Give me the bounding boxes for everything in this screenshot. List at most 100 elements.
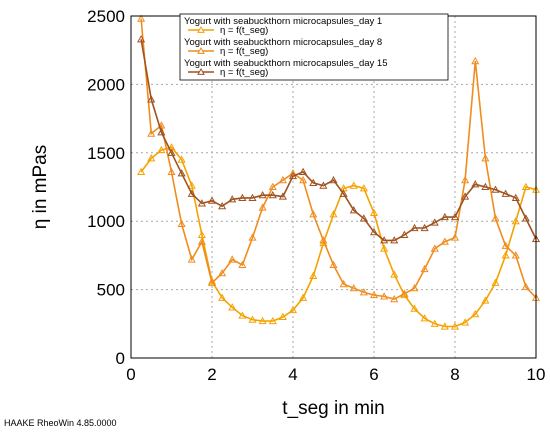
data-point	[218, 293, 227, 301]
data-point	[187, 189, 196, 197]
data-point	[167, 167, 176, 176]
data-point	[299, 175, 308, 184]
data-point	[390, 270, 399, 278]
data-point	[400, 289, 409, 297]
data-point	[471, 56, 480, 65]
data-point	[177, 155, 186, 163]
data-point	[197, 237, 206, 245]
data-point	[177, 219, 186, 227]
data-point	[471, 309, 480, 318]
data-point	[258, 316, 267, 325]
series-2	[137, 14, 541, 303]
legend: Yogurt with seabuckthorn microcapsules_d…	[179, 13, 449, 81]
data-point	[137, 14, 146, 22]
data-point	[177, 169, 186, 177]
data-point	[491, 214, 500, 222]
legend-series-name: Yogurt with seabuckthorn microcapsules_d…	[184, 16, 382, 27]
data-point	[471, 180, 480, 188]
data-point	[359, 214, 368, 222]
data-point	[278, 312, 287, 321]
data-point	[268, 182, 277, 191]
data-point	[319, 236, 328, 244]
legend-series-name: Yogurt with seabuckthorn microcapsules_d…	[184, 37, 382, 48]
data-point	[309, 210, 318, 218]
data-point	[420, 264, 429, 273]
data-point	[390, 294, 399, 303]
data-point	[157, 128, 166, 136]
data-point	[461, 192, 470, 200]
data-point	[329, 260, 338, 269]
x-tick-label: 2	[207, 365, 216, 384]
y-tick-label: 1000	[87, 212, 125, 231]
data-point	[501, 241, 510, 249]
data-point	[268, 190, 277, 199]
data-point	[248, 233, 257, 241]
y-tick-label: 2500	[87, 7, 125, 26]
data-point	[197, 199, 206, 207]
data-point	[369, 208, 379, 217]
legend-marker	[197, 46, 205, 54]
software-version-footer: HAAKE RheoWin 4.85.0000	[4, 418, 117, 428]
data-point	[228, 303, 237, 311]
data-point	[207, 196, 217, 204]
data-point	[380, 292, 389, 300]
data-point	[197, 230, 206, 238]
data-point	[329, 210, 338, 218]
data-point	[501, 251, 510, 259]
data-point	[349, 206, 358, 214]
data-point	[430, 319, 439, 327]
data-point	[359, 288, 368, 296]
data-point	[369, 227, 379, 236]
data-point	[430, 218, 439, 226]
data-point	[420, 223, 429, 232]
data-point	[450, 322, 460, 330]
y-tick-label: 0	[116, 349, 125, 368]
data-point	[137, 35, 146, 43]
data-point	[521, 214, 530, 222]
data-point	[238, 193, 247, 202]
data-point	[461, 175, 470, 184]
data-point	[511, 251, 520, 259]
data-point	[380, 236, 389, 244]
data-point	[339, 279, 348, 288]
data-point	[491, 185, 500, 193]
data-point	[481, 154, 490, 162]
data-point	[410, 223, 419, 232]
data-point	[309, 271, 318, 279]
data-point	[147, 95, 156, 103]
data-point	[420, 314, 429, 322]
data-point	[238, 260, 247, 269]
data-point	[400, 230, 409, 238]
data-point	[521, 182, 530, 191]
data-point	[349, 181, 358, 189]
data-point	[258, 190, 267, 199]
data-point	[450, 233, 460, 241]
data-point	[440, 322, 449, 330]
legend-line-label: η = f(t_seg)	[220, 46, 268, 57]
data-point	[349, 284, 358, 292]
data-point	[481, 182, 490, 191]
data-point	[147, 154, 156, 162]
series-3	[137, 35, 541, 244]
data-point	[218, 201, 227, 210]
data-point	[299, 293, 308, 301]
data-point	[218, 268, 227, 277]
data-point	[521, 282, 530, 290]
x-axis-title: t_seg in min	[282, 398, 384, 419]
data-point	[511, 193, 520, 202]
data-point	[248, 315, 257, 323]
data-point	[157, 145, 166, 154]
data-point	[299, 167, 308, 176]
series-line	[140, 39, 537, 242]
y-tick-label: 2000	[87, 75, 125, 94]
data-point	[440, 212, 449, 221]
x-tick-label: 6	[369, 365, 378, 384]
x-tick-label: 8	[450, 365, 459, 384]
data-point	[207, 278, 217, 286]
data-point	[339, 189, 348, 197]
x-tick-labels: 0 2 4 6 8 10	[126, 365, 545, 384]
data-point	[228, 255, 237, 263]
legend-box	[179, 13, 449, 81]
data-point	[501, 189, 510, 197]
